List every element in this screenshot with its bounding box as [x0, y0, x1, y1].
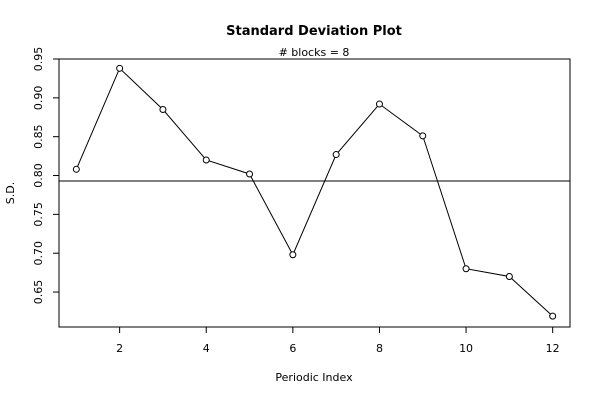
y-tick-label-6: 0.95: [32, 47, 45, 72]
y-tick-label-0: 0.65: [32, 280, 45, 305]
chart-subtitle: # blocks = 8: [279, 46, 350, 59]
data-point-6: [289, 251, 297, 259]
data-points: [72, 64, 557, 320]
data-point-2: [116, 64, 124, 72]
data-point-11: [505, 273, 513, 281]
x-tick-label-12: 12: [546, 342, 560, 355]
data-point-5: [246, 170, 254, 178]
data-point-3: [159, 105, 167, 113]
data-point-1: [72, 165, 80, 173]
data-point-8: [375, 100, 383, 108]
x-tick-label-4: 4: [203, 342, 210, 355]
y-tick-label-3: 0.80: [32, 163, 45, 188]
x-tick-label-6: 6: [289, 342, 296, 355]
y-tick-label-2: 0.75: [32, 202, 45, 227]
data-point-12: [549, 312, 557, 320]
y-tick-label-5: 0.90: [32, 86, 45, 111]
series-line: [75, 67, 554, 317]
x-axis: 2 4 6 8 10 12: [116, 327, 560, 355]
plot-frame: [58, 58, 571, 328]
x-tick-label-10: 10: [459, 342, 473, 355]
x-tick-label-2: 2: [116, 342, 123, 355]
data-point-10: [462, 265, 470, 273]
y-tick-label-4: 0.85: [32, 124, 45, 149]
y-tick-label-1: 0.70: [32, 241, 45, 265]
x-tick-label-8: 8: [376, 342, 383, 355]
data-point-9: [419, 132, 427, 140]
data-point-7: [332, 151, 340, 159]
x-axis-label: Periodic Index: [275, 371, 353, 384]
data-point-4: [202, 156, 210, 164]
y-axis-label: S.D.: [4, 182, 17, 204]
chart-title: Standard Deviation Plot: [226, 24, 402, 39]
y-axis: 0.65 0.70 0.75 0.80 0.85 0.90 0.95: [32, 47, 59, 305]
